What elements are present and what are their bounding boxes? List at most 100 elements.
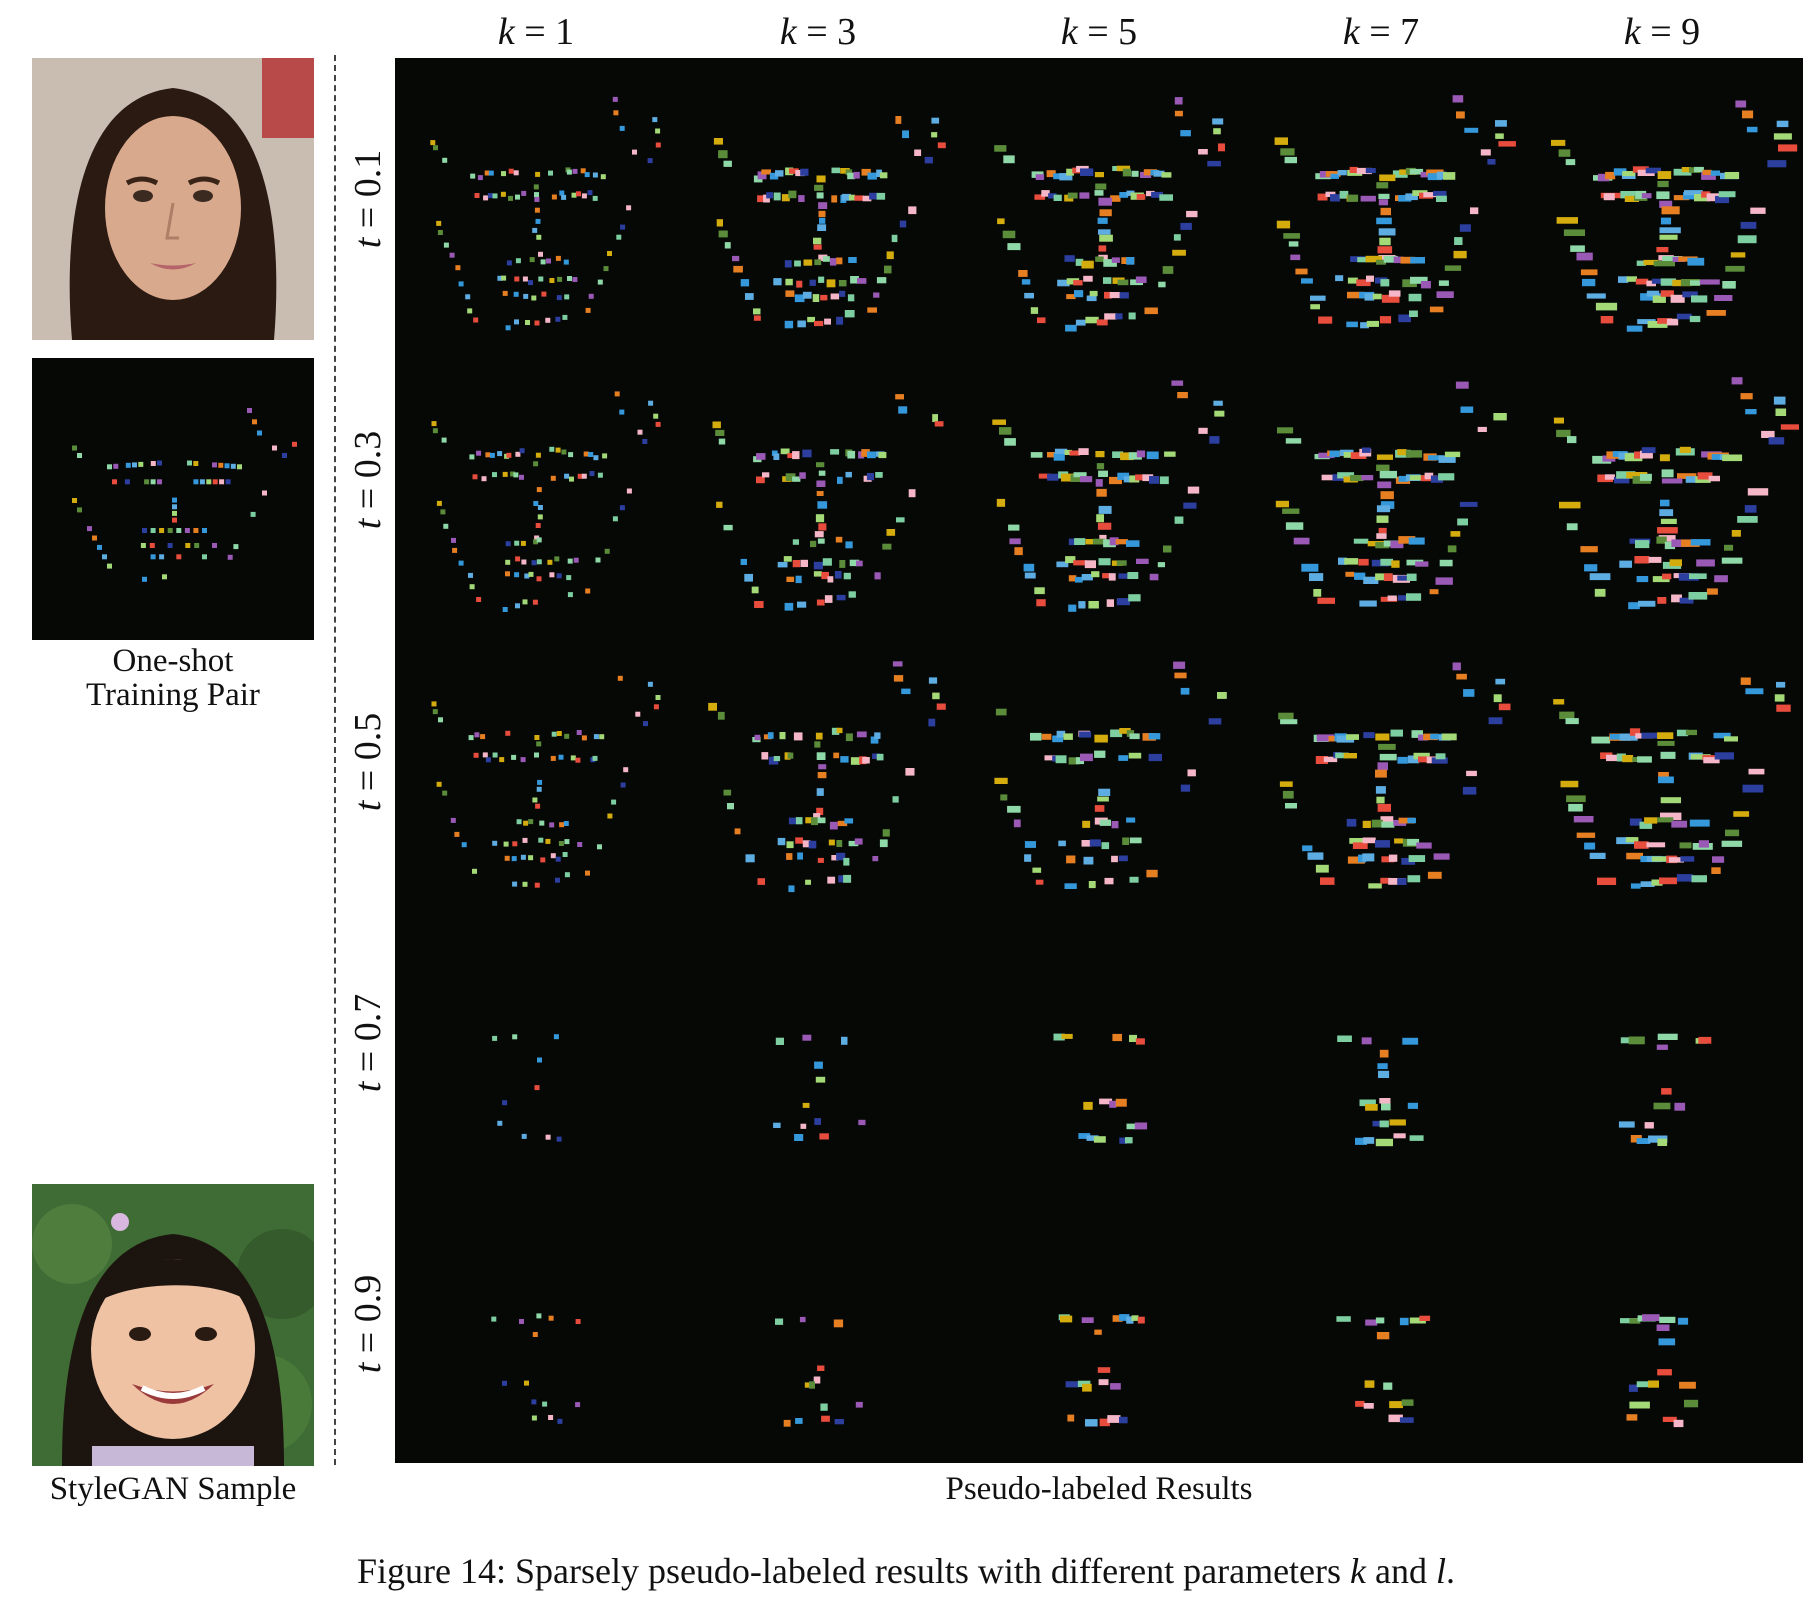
label-patch xyxy=(1149,476,1159,484)
label-patch xyxy=(788,885,795,893)
label-patch xyxy=(1116,165,1131,172)
label-patch xyxy=(745,854,755,863)
label-patch xyxy=(1055,755,1067,764)
label-patch xyxy=(632,149,637,155)
training-label-dot xyxy=(212,462,217,468)
label-patch xyxy=(788,817,797,825)
label-patch xyxy=(1053,1033,1065,1041)
label-patch xyxy=(1346,818,1357,827)
label-patch xyxy=(1676,313,1692,320)
label-patch xyxy=(814,184,824,191)
label-patch xyxy=(818,470,826,476)
label-patch xyxy=(870,736,879,744)
label-patch xyxy=(816,599,825,606)
label-patch xyxy=(1102,573,1110,579)
label-patch xyxy=(588,452,594,457)
label-patch xyxy=(1436,291,1454,298)
label-patch xyxy=(783,556,792,562)
label-patch xyxy=(833,1319,844,1328)
label-patch xyxy=(804,1382,811,1388)
label-patch xyxy=(1408,293,1422,302)
label-patch xyxy=(817,817,826,824)
label-patch xyxy=(536,234,542,240)
label-patch xyxy=(876,169,882,177)
label-patch xyxy=(1622,755,1634,763)
label-patch xyxy=(839,560,846,568)
label-patch xyxy=(1737,516,1758,523)
label-patch xyxy=(1658,776,1674,784)
label-patch xyxy=(1776,681,1786,688)
label-patch xyxy=(1387,595,1397,601)
label-patch xyxy=(1456,111,1465,119)
label-patch xyxy=(1379,470,1397,479)
label-patch xyxy=(908,489,916,498)
label-patch xyxy=(829,821,838,830)
label-patch xyxy=(1419,1315,1431,1321)
label-patch xyxy=(1375,1138,1393,1147)
label-patch xyxy=(1053,452,1065,461)
label-patch xyxy=(554,556,560,562)
label-patch xyxy=(1002,230,1016,239)
label-patch xyxy=(1636,576,1649,583)
label-patch xyxy=(1377,246,1393,254)
label-patch xyxy=(858,451,865,459)
label-patch xyxy=(1213,400,1223,406)
label-patch xyxy=(1657,817,1674,823)
result-cell-t0.9-k5 xyxy=(1058,1314,1145,1427)
label-patch xyxy=(461,842,467,848)
label-patch xyxy=(1563,229,1585,236)
training-label-dot xyxy=(150,461,156,466)
label-patch xyxy=(583,451,589,457)
label-patch xyxy=(724,242,731,249)
label-patch xyxy=(1407,875,1421,883)
label-patch xyxy=(1089,290,1098,297)
label-patch xyxy=(1376,217,1392,225)
label-patch xyxy=(1318,316,1333,324)
training-label-dot xyxy=(176,554,182,560)
label-patch xyxy=(620,224,626,230)
label-patch xyxy=(1400,256,1416,264)
label-patch xyxy=(1636,1138,1651,1144)
label-patch xyxy=(1187,486,1200,494)
label-patch xyxy=(555,316,561,322)
label-patch xyxy=(1775,408,1787,416)
row-header-t-0.3: t = 0.3 xyxy=(347,430,389,530)
label-patch xyxy=(538,276,544,282)
label-patch xyxy=(854,195,864,201)
label-patch xyxy=(1431,757,1448,764)
label-patch xyxy=(502,290,508,296)
label-patch xyxy=(1054,448,1068,455)
label-patch xyxy=(533,184,539,190)
label-patch xyxy=(520,757,526,763)
label-patch xyxy=(558,841,564,846)
label-patch xyxy=(813,561,823,570)
label-patch xyxy=(1595,302,1618,311)
label-patch xyxy=(836,594,846,601)
label-patch xyxy=(788,190,797,199)
label-patch xyxy=(564,473,570,479)
label-patch xyxy=(834,571,842,579)
label-patch xyxy=(1694,194,1711,202)
label-patch xyxy=(1118,755,1129,761)
label-patch xyxy=(549,822,555,828)
label-patch xyxy=(1009,538,1021,545)
label-patch xyxy=(1745,688,1764,695)
label-patch xyxy=(1110,729,1123,738)
label-patch xyxy=(786,853,793,860)
label-patch xyxy=(473,752,479,758)
label-patch xyxy=(1068,538,1080,546)
label-patch xyxy=(1344,558,1359,565)
label-patch xyxy=(1416,842,1432,849)
label-patch xyxy=(1323,756,1338,763)
label-patch xyxy=(1619,733,1638,741)
label-patch xyxy=(1122,168,1131,177)
label-patch xyxy=(1636,1381,1651,1388)
label-patch xyxy=(454,831,460,837)
label-patch xyxy=(556,731,562,736)
label-patch xyxy=(1111,855,1118,863)
label-patch xyxy=(564,872,570,878)
label-patch xyxy=(1706,193,1720,202)
label-patch xyxy=(1452,662,1461,671)
label-patch xyxy=(545,838,551,844)
label-patch xyxy=(802,840,811,848)
